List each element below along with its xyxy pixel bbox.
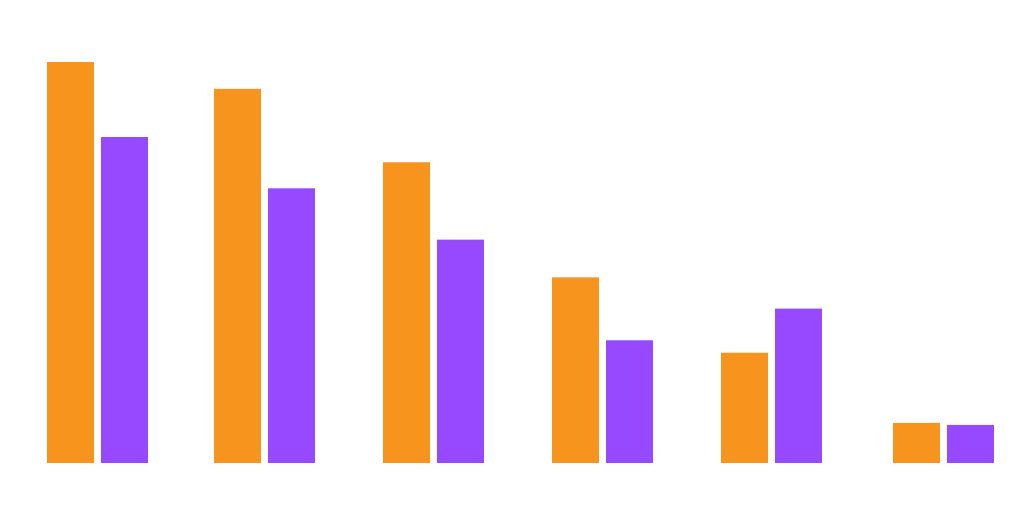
bar-series-2-group-6 — [947, 424, 994, 463]
bar-series-2-group-1 — [101, 136, 148, 463]
bar-series-2-group-5 — [775, 308, 822, 463]
bar-series-2-group-2 — [268, 188, 315, 463]
bar-series-1-group-2 — [214, 88, 261, 463]
bar-series-2-group-4 — [606, 340, 653, 463]
bar-series-1-group-4 — [552, 277, 599, 463]
bar-series-1-group-1 — [47, 62, 94, 463]
bar-series-1-group-5 — [721, 352, 768, 463]
bar-series-1-group-6 — [893, 422, 940, 463]
bar-series-2-group-3 — [437, 239, 484, 463]
bar-series-1-group-3 — [383, 162, 430, 463]
bars-group — [47, 62, 994, 463]
